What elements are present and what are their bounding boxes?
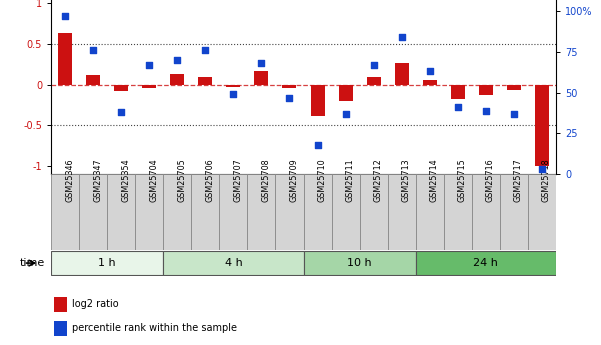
Bar — [451, 85, 465, 99]
Bar — [163, 252, 304, 275]
Point — [481, 108, 490, 114]
Bar — [535, 85, 549, 166]
Point — [201, 48, 210, 53]
Bar — [416, 174, 444, 250]
Text: GSM25715: GSM25715 — [458, 158, 467, 202]
Text: 24 h: 24 h — [474, 258, 498, 267]
Bar — [135, 174, 163, 250]
Bar — [51, 174, 79, 250]
Bar — [444, 174, 472, 250]
Text: GSM25712: GSM25712 — [374, 158, 383, 202]
Bar — [170, 74, 185, 85]
Bar — [472, 174, 500, 250]
Point — [228, 91, 238, 97]
Point — [60, 13, 70, 19]
Bar — [248, 174, 275, 250]
Bar — [528, 174, 556, 250]
Text: 1 h: 1 h — [99, 258, 116, 267]
Bar — [275, 174, 304, 250]
Bar — [198, 77, 212, 85]
Text: GSM25713: GSM25713 — [401, 158, 410, 202]
Bar — [479, 85, 493, 95]
Bar — [423, 80, 437, 85]
Point — [397, 34, 406, 40]
Text: time: time — [20, 258, 45, 268]
Text: GSM25346: GSM25346 — [65, 159, 74, 202]
Bar — [507, 85, 521, 90]
Point — [369, 62, 379, 68]
Bar — [86, 75, 100, 85]
Bar — [395, 62, 409, 85]
Bar — [114, 85, 128, 91]
Bar — [163, 174, 191, 250]
Bar — [500, 174, 528, 250]
Text: GSM25706: GSM25706 — [206, 158, 215, 202]
Point — [117, 109, 126, 115]
Bar — [311, 85, 325, 116]
Text: GSM25718: GSM25718 — [542, 158, 551, 202]
Text: GSM25716: GSM25716 — [486, 158, 495, 202]
Bar — [191, 174, 219, 250]
Bar — [304, 174, 332, 250]
Bar — [338, 85, 353, 101]
Text: log2 ratio: log2 ratio — [72, 299, 119, 309]
Text: percentile rank within the sample: percentile rank within the sample — [72, 324, 237, 333]
Point — [313, 142, 322, 148]
Text: GSM25710: GSM25710 — [317, 158, 326, 202]
Bar — [219, 174, 248, 250]
Bar — [227, 85, 240, 87]
Bar — [416, 252, 556, 275]
Bar — [254, 71, 269, 85]
Text: GSM25354: GSM25354 — [121, 158, 130, 202]
Text: GSM25707: GSM25707 — [233, 158, 242, 202]
Text: GSM25708: GSM25708 — [261, 158, 270, 202]
Bar — [359, 174, 388, 250]
Bar — [51, 252, 163, 275]
Text: GSM25717: GSM25717 — [514, 158, 523, 202]
Point — [341, 111, 350, 117]
Bar — [142, 85, 156, 88]
Bar — [107, 174, 135, 250]
Text: 10 h: 10 h — [347, 258, 372, 267]
Point — [509, 111, 519, 117]
Point — [144, 62, 154, 68]
Point — [285, 95, 294, 100]
Text: GSM25714: GSM25714 — [430, 158, 439, 202]
Point — [257, 61, 266, 66]
Bar — [58, 33, 72, 85]
Text: GSM25347: GSM25347 — [93, 158, 102, 202]
Point — [453, 105, 463, 110]
Bar — [304, 252, 416, 275]
Bar — [282, 85, 296, 88]
Point — [537, 167, 547, 172]
Point — [172, 57, 182, 63]
Point — [88, 48, 98, 53]
Text: GSM25711: GSM25711 — [346, 158, 355, 202]
Bar — [332, 174, 359, 250]
Bar — [79, 174, 107, 250]
Text: 4 h: 4 h — [225, 258, 242, 267]
Text: GSM25705: GSM25705 — [177, 158, 186, 202]
Bar — [388, 174, 416, 250]
Point — [425, 69, 435, 74]
Text: GSM25709: GSM25709 — [290, 158, 299, 202]
Bar — [367, 77, 380, 85]
Text: GSM25704: GSM25704 — [149, 158, 158, 202]
